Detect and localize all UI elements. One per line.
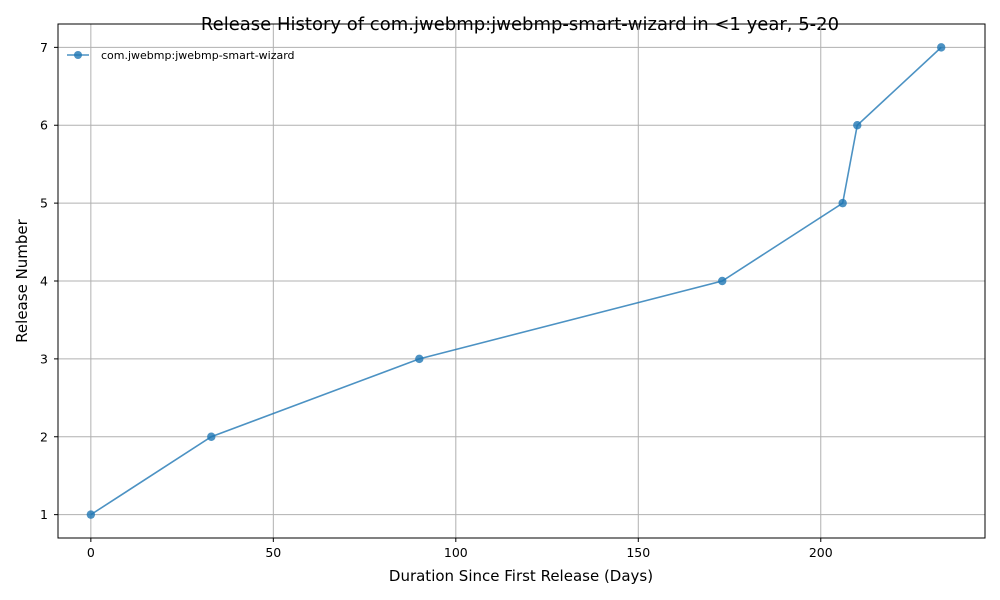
x-tick-label: 100 — [444, 545, 468, 560]
y-tick-label: 2 — [40, 429, 48, 444]
legend: com.jwebmp:jwebmp-smart-wizard — [67, 49, 295, 62]
data-point — [853, 121, 862, 130]
x-tick-label: 0 — [87, 545, 95, 560]
legend-entry-label: com.jwebmp:jwebmp-smart-wizard — [101, 49, 295, 62]
axis-ticks: 0 50 100 150 200 1 2 3 4 5 6 7 — [40, 40, 833, 560]
y-tick-label: 1 — [40, 507, 48, 522]
y-tick-label: 6 — [40, 118, 48, 133]
y-axis-label: Release Number — [13, 218, 31, 342]
data-point — [207, 432, 216, 441]
x-tick-label: 150 — [626, 545, 650, 560]
x-tick-label: 50 — [265, 545, 281, 560]
y-tick-label: 4 — [40, 274, 48, 289]
grid-lines — [58, 24, 985, 538]
legend-marker-swatch — [74, 51, 82, 59]
data-point — [718, 276, 727, 286]
data-point — [838, 198, 847, 208]
y-tick-label: 7 — [40, 40, 48, 55]
y-tick-label: 3 — [40, 351, 48, 366]
data-point — [937, 43, 946, 52]
y-tick-label: 5 — [40, 196, 48, 211]
data-point — [86, 510, 96, 519]
series-layer — [86, 43, 946, 519]
data-point — [415, 354, 424, 364]
x-tick-label: 200 — [809, 545, 833, 560]
x-axis-label: Duration Since First Release (Days) — [389, 567, 653, 585]
